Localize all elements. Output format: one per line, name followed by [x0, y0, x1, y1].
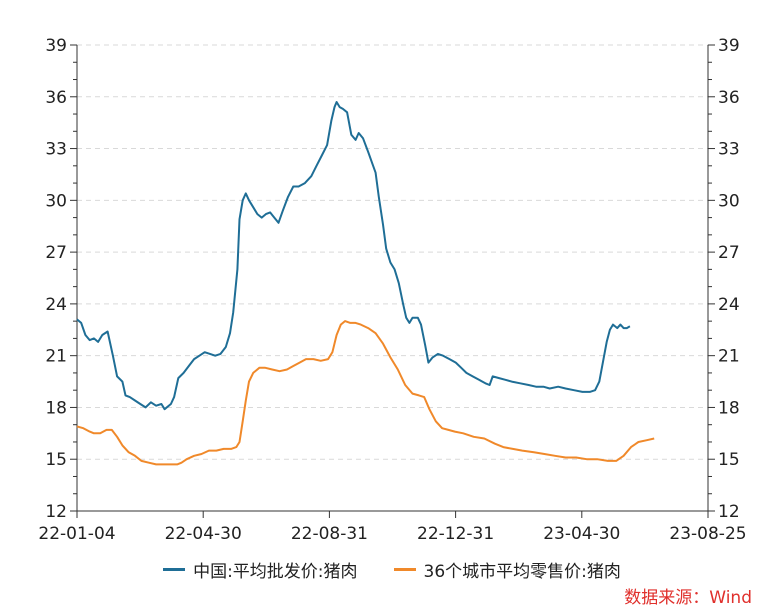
y-right-tick-label-24: 24	[718, 295, 740, 315]
x-tick-label-22-04-30: 22-04-30	[165, 524, 242, 544]
legend: 中国:平均批发价:猪肉 36个城市平均零售价:猪肉	[0, 557, 784, 582]
y-right-tick-label-12: 12	[718, 502, 740, 522]
y-right-tick-label-27: 27	[718, 243, 740, 263]
y-left-tick-label-36: 36	[45, 88, 67, 108]
source-note: 数据来源：Wind	[624, 588, 752, 608]
y-right-tick-label-21: 21	[718, 347, 740, 367]
y-left-tick-label-24: 24	[45, 295, 67, 315]
x-tick-label-23-04-30: 23-04-30	[543, 524, 620, 544]
y-right-tick-label-18: 18	[718, 398, 740, 418]
axes	[70, 44, 715, 512]
legend-swatch-retail	[393, 568, 416, 571]
y-right-tick-label-39: 39	[718, 36, 740, 56]
x-tick-label-22-08-31: 22-08-31	[291, 524, 368, 544]
legend-label-retail: 36个城市平均零售价:猪肉	[423, 562, 621, 582]
y-axis-left: 12 15 18 21 24 27 30 33 36 39	[45, 36, 67, 522]
line-chart: 12 15 18 21 24 27 30 33 36 39 12 15 18 21 24 27 30 33 36 3…	[38, 36, 747, 544]
y-left-tick-label-39: 39	[45, 36, 67, 56]
x-tick-label-23-08-25: 23-08-25	[669, 524, 746, 544]
legend-swatch-wholesale	[163, 568, 186, 571]
series-lines	[76, 101, 655, 466]
legend-label-wholesale: 中国:平均批发价:猪肉	[193, 562, 358, 582]
y-left-tick-label-30: 30	[45, 191, 67, 211]
series-line-1	[76, 320, 655, 466]
gridlines	[77, 44, 708, 460]
y-left-tick-label-15: 15	[45, 450, 67, 470]
y-right-tick-label-33: 33	[718, 140, 740, 160]
x-axis: 22-01-04 22-04-30 22-08-31 22-12-31 23-04-30…	[38, 511, 747, 544]
legend-item-retail: 36个城市平均零售价:猪肉	[393, 557, 621, 582]
x-tick-label-22-01-04: 22-01-04	[38, 524, 115, 544]
y-right-tick-label-36: 36	[718, 88, 740, 108]
y-left-tick-label-33: 33	[45, 140, 67, 160]
y-right-tick-label-15: 15	[718, 450, 740, 470]
y-left-tick-label-21: 21	[45, 347, 67, 367]
y-left-tick-label-12: 12	[45, 502, 67, 522]
y-left-tick-label-18: 18	[45, 398, 67, 418]
x-tick-label-22-12-31: 22-12-31	[417, 524, 494, 544]
y-axis-right: 12 15 18 21 24 27 30 33 36 39	[718, 36, 740, 522]
y-right-tick-label-30: 30	[718, 191, 740, 211]
y-left-tick-label-27: 27	[45, 243, 67, 263]
series-line-0	[76, 101, 631, 411]
legend-item-wholesale: 中国:平均批发价:猪肉	[163, 557, 358, 582]
